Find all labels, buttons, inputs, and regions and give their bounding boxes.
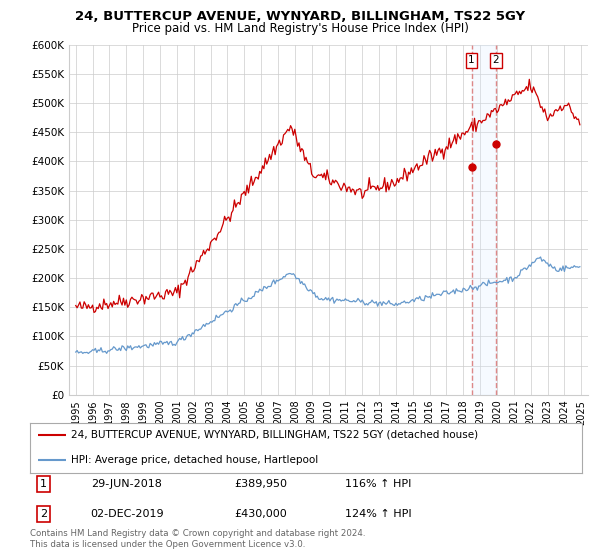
Text: 29-JUN-2018: 29-JUN-2018 [91,479,161,489]
Text: 2: 2 [40,509,47,519]
Text: 1: 1 [40,479,47,489]
Text: 24, BUTTERCUP AVENUE, WYNYARD, BILLINGHAM, TS22 5GY: 24, BUTTERCUP AVENUE, WYNYARD, BILLINGHA… [75,10,525,23]
Text: HPI: Average price, detached house, Hartlepool: HPI: Average price, detached house, Hart… [71,455,319,465]
Text: Contains HM Land Registry data © Crown copyright and database right 2024.
This d: Contains HM Land Registry data © Crown c… [30,529,365,549]
Text: 124% ↑ HPI: 124% ↑ HPI [344,509,411,519]
Bar [472,45,496,395]
Text: £389,950: £389,950 [234,479,287,489]
Text: Price paid vs. HM Land Registry's House Price Index (HPI): Price paid vs. HM Land Registry's House … [131,22,469,35]
Text: 02-DEC-2019: 02-DEC-2019 [91,509,164,519]
Text: 2: 2 [493,55,499,66]
Text: £430,000: £430,000 [234,509,287,519]
Text: 24, BUTTERCUP AVENUE, WYNYARD, BILLINGHAM, TS22 5GY (detached house): 24, BUTTERCUP AVENUE, WYNYARD, BILLINGHA… [71,430,479,440]
Text: 1: 1 [468,55,475,66]
Text: 116% ↑ HPI: 116% ↑ HPI [344,479,411,489]
